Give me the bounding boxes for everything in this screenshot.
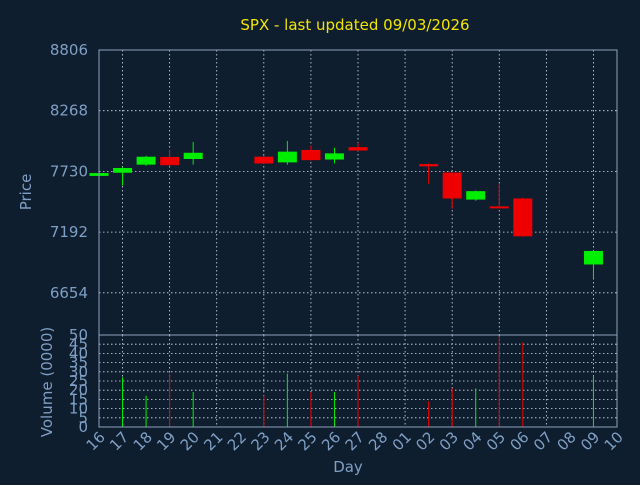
x-tick-label: 24 (271, 428, 297, 454)
x-tick-label: 26 (318, 428, 344, 454)
x-tick-label: 09 (577, 428, 603, 454)
candle-body (160, 156, 180, 166)
volume-axis-label: Volume (0000) (38, 327, 56, 437)
x-tick-label: 01 (389, 428, 415, 454)
candle-body (419, 164, 439, 167)
candle-body (348, 147, 368, 151)
x-tick-label: 27 (342, 428, 368, 454)
candle-body (113, 168, 133, 173)
x-tick-label: 05 (483, 428, 509, 454)
price-tick-label: 7192 (50, 223, 88, 241)
volume-tick-label: 5 (78, 409, 88, 427)
price-grid (99, 49, 617, 335)
volume-tick-label: 50 (69, 326, 88, 344)
volume-tick-label: 40 (69, 344, 88, 362)
candle-body (324, 153, 344, 160)
volume-tick-label: 10 (69, 400, 88, 418)
x-tick-label: 23 (247, 428, 273, 454)
volume-tick-label: 15 (69, 390, 88, 408)
candle-body (254, 156, 274, 164)
x-axis-label: Day (333, 458, 363, 476)
chart-title: SPX - last updated 09/03/2026 (240, 16, 469, 34)
x-tick-label: 28 (365, 428, 391, 454)
candle-body (583, 250, 603, 265)
price-tick-label: 6654 (50, 284, 88, 302)
x-tick-label: 20 (177, 428, 203, 454)
volume-tick-label: 0 (78, 418, 88, 436)
x-tick-label: 08 (554, 428, 580, 454)
x-tick-label: 02 (412, 428, 438, 454)
x-tick-labels: 1617181920212223242526272801020304050607… (83, 428, 627, 454)
volume-tick-label: 25 (69, 372, 88, 390)
volume-tick-label: 35 (69, 354, 88, 372)
candle-body (442, 172, 462, 199)
candles (89, 140, 603, 279)
price-tick-label: 8806 (50, 41, 88, 59)
candle-body (489, 206, 509, 209)
price-tick-labels: 8806 8268 7730 7192 6654 (50, 41, 88, 302)
candle-body (136, 156, 156, 165)
x-tick-label: 19 (153, 428, 179, 454)
x-tick-label: 21 (200, 428, 226, 454)
x-tick-label: 22 (224, 428, 250, 454)
volume-tick-label: 30 (69, 363, 88, 381)
candle-body (513, 198, 533, 237)
volume-tick-label: 45 (69, 335, 88, 353)
x-tick-label: 04 (459, 428, 485, 454)
price-panel-frame (98, 49, 618, 336)
x-tick-label: 07 (530, 428, 556, 454)
x-tick-label: 17 (106, 428, 132, 454)
candle-body (301, 149, 321, 161)
candle-body (466, 191, 486, 200)
x-tick-label: 03 (436, 428, 462, 454)
x-tick-label: 06 (506, 428, 532, 454)
price-tick-label: 8268 (50, 102, 88, 120)
x-tick-label: 10 (601, 428, 627, 454)
candle-body (183, 152, 203, 159)
candle-body (277, 151, 297, 163)
x-tick-label: 18 (130, 428, 156, 454)
volume-panel-frame (98, 334, 618, 428)
volume-bars (122, 336, 594, 427)
x-tick-label: 25 (295, 428, 321, 454)
price-axis-label: Price (17, 174, 35, 211)
volume-tick-label: 20 (69, 381, 88, 399)
price-tick-label: 7730 (50, 162, 88, 180)
